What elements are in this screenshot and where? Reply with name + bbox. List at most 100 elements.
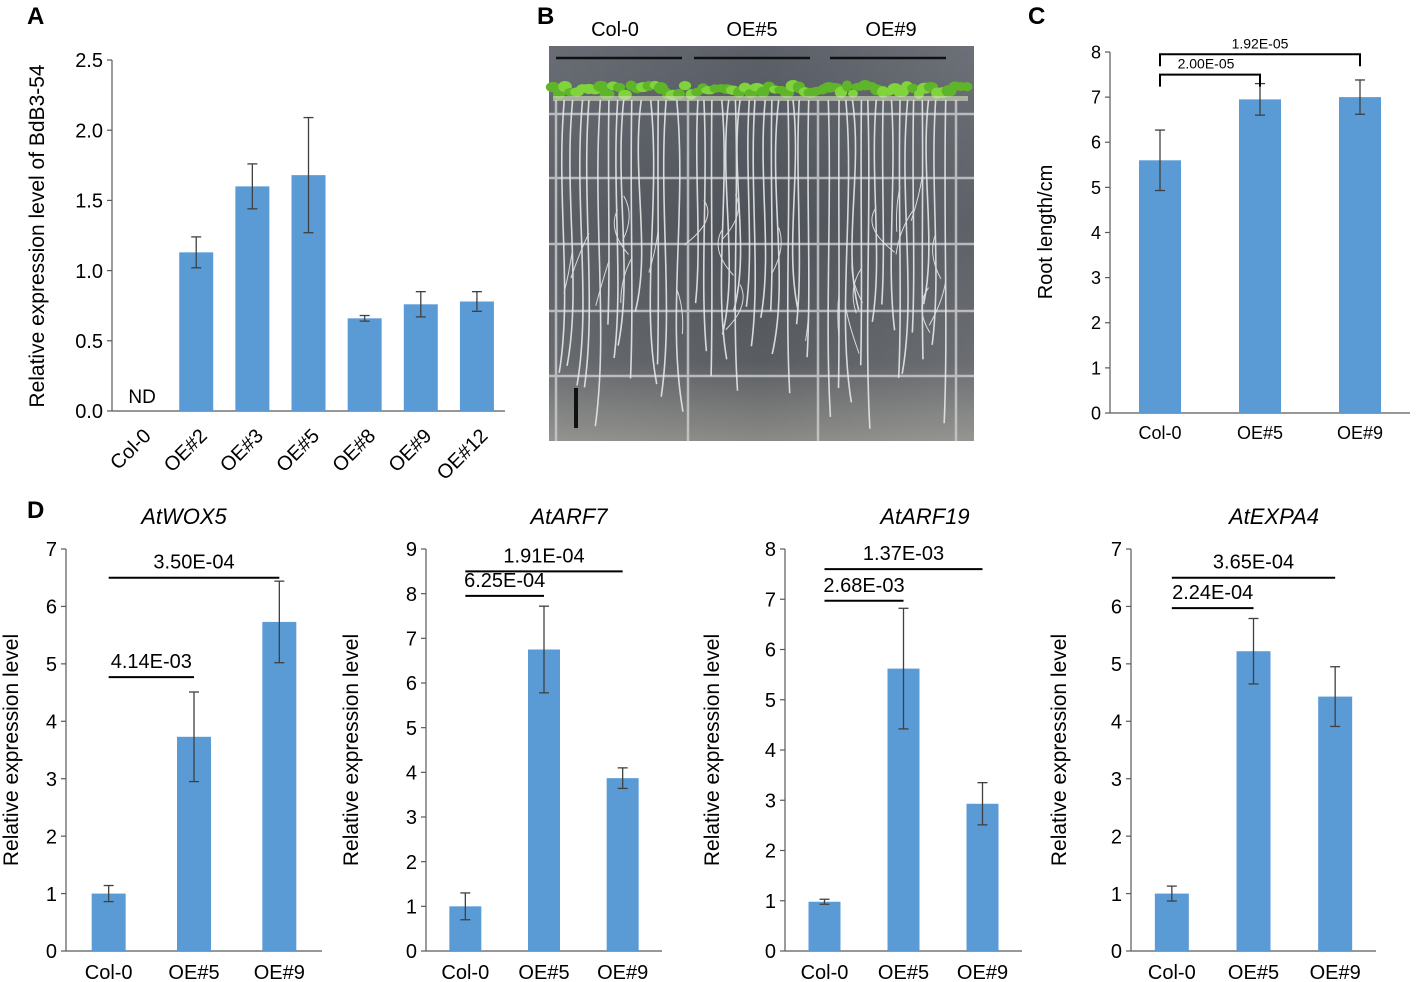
root [583,99,591,388]
y-tick-label: 1 [1091,358,1101,378]
root [607,99,610,325]
y-axis-label: Relative expression level of BdB3-54 [26,64,49,408]
root [880,99,885,305]
p-value-label: 1.92E-05 [1232,35,1289,51]
y-tick-label: 0 [406,941,417,963]
x-tick-label: Col-0 [106,425,155,474]
significance-bracket [1159,73,1261,87]
p-value-label: 6.25E-04 [464,570,545,592]
root [897,99,901,378]
y-tick-label: 2.0 [75,120,103,142]
leaf [545,81,561,93]
lateral-root [932,233,942,280]
bar-oe5 [1239,99,1281,413]
lateral-root [595,260,610,306]
y-tick-label: 4 [1091,223,1101,243]
lateral-root [805,295,810,341]
y-tick-label: 6 [406,673,417,695]
lateral-root [648,227,659,273]
y-tick-label: 3 [1091,268,1101,288]
y-tick-label: 0 [1091,403,1101,423]
bar-oe9 [403,304,438,411]
chart-d-atarf19: 0 1 2 3 4 5 6 7 8 Col-0 OE#5 OE#9 Relative expressio… [701,504,1022,982]
y-tick-label: 6 [1111,597,1122,619]
bar-oe9 [606,778,639,951]
p-value-label: 2.00E-05 [1178,56,1235,72]
x-tick-label: OE#9 [1337,423,1383,443]
chart-title: AtEXPA4 [1227,504,1319,529]
x-tick-label: OE#9 [254,962,305,982]
y-tick-label: 5 [1111,654,1122,676]
root [771,99,781,355]
y-tick-label: 3 [765,790,776,812]
lateral-root [676,288,684,335]
y-tick-label: 5 [1091,178,1101,198]
bar-col-0 [91,893,126,951]
y-tick-label: 8 [1091,42,1101,62]
y-tick-label: 7 [765,589,776,611]
y-tick-label: 2 [1091,313,1101,333]
root [656,99,660,365]
bar-oe5 [1236,651,1271,951]
seedling-leaves [545,79,973,101]
panel-letter-c: C [1028,3,1045,30]
x-tick-label: OE#9 [1310,962,1361,982]
hypocotyl-row [553,96,968,101]
root [634,99,643,312]
bar-col-0 [1139,160,1181,413]
lateral-root [851,257,863,304]
lateral-root [910,175,923,221]
lateral-root [620,257,633,303]
root [675,99,684,412]
root [890,99,896,331]
plate-label-oe5: OE#5 [726,19,777,41]
root [901,99,909,375]
panel-letter-a: A [27,3,44,30]
panel-letter-b: B [537,3,554,30]
y-tick-label: 2.5 [75,50,103,72]
bar-oe8 [347,318,382,411]
y-tick-label: 7 [1091,88,1101,108]
root [760,99,767,318]
p-value-label: 2.24E-04 [1172,582,1253,604]
root [922,99,930,305]
p-value-label: 3.65E-04 [1213,552,1294,574]
y-tick-label: 1 [765,891,776,913]
bar-oe12 [459,301,494,411]
bar-oe3 [235,186,270,411]
y-tick-label: 3 [406,807,417,829]
root [827,99,832,417]
root [649,99,658,385]
panel-letter-d: D [27,497,44,524]
root [943,99,947,424]
root [566,99,574,366]
chart-d-atwox5: 0 1 2 3 4 5 6 7 Col-0 OE#5 OE#9 Relative expression… [0,504,322,982]
p-value-label: 3.50E-04 [153,552,234,574]
root [866,99,871,429]
x-tick-label: OE#5 [168,962,219,982]
y-axis-label: Relative expression level [1048,634,1071,866]
root [710,99,713,377]
y-tick-label: 9 [406,539,417,561]
chart-c-root-length: 0 1 2 3 4 5 6 7 8 Col-0 OE#5 OE#9 Root length/cm 2.00… [1035,35,1410,443]
y-axis-label: Relative expression level [340,634,363,866]
root [791,99,799,311]
p-value-label: 1.91E-04 [503,545,584,567]
root [629,99,633,379]
plate-label-col0: Col-0 [591,19,639,41]
y-tick-label: 7 [1111,539,1122,561]
y-tick-label: 8 [765,539,776,561]
bar-oe5 [528,649,560,951]
x-tick-label: OE#2 [160,425,212,477]
root [859,99,863,366]
x-tick-label: OE#5 [878,962,929,982]
x-tick-label: OE#8 [328,425,380,477]
x-tick-label: OE#3 [216,425,268,477]
y-tick-label: 1 [46,884,57,906]
y-tick-label: 0.5 [75,331,103,353]
x-tick-label: OE#5 [1237,423,1283,443]
chart-d-atarf7: 0 1 2 3 4 5 6 7 8 9 Col-0 OE#5 OE#9 Relative expressi… [340,504,662,982]
y-tick-label: 1 [1111,884,1122,906]
lateral-root [895,209,915,255]
y-tick-label: 6 [46,597,57,619]
